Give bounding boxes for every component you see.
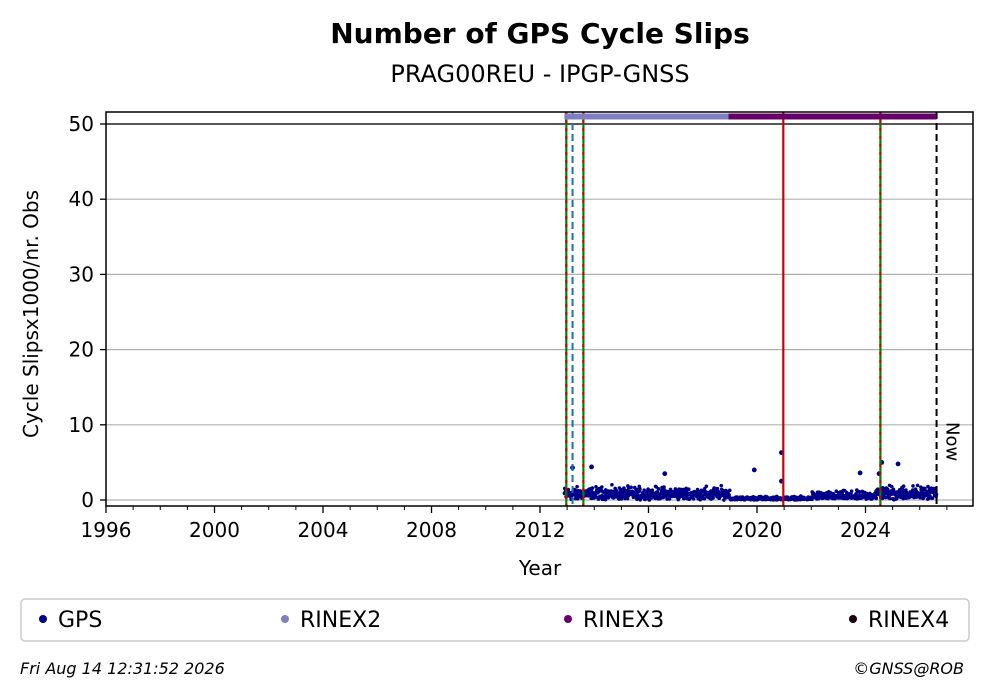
gps-point xyxy=(930,496,935,500)
gps-point xyxy=(668,487,673,492)
x-tick-label-2000: 2000 xyxy=(189,518,240,542)
x-axis-ticks: 1996 2000 2004 2008 2012 2016 2020 2024 xyxy=(81,506,948,542)
event-lines xyxy=(565,112,938,506)
gps-outlier-point xyxy=(662,471,668,477)
gps-outlier-point xyxy=(895,461,901,467)
gps-point xyxy=(901,484,906,489)
x-tick-label-2012: 2012 xyxy=(515,518,566,542)
gps-point xyxy=(715,486,720,491)
gps-point xyxy=(655,490,660,494)
x-tick-label-2024: 2024 xyxy=(840,518,891,542)
gps-point xyxy=(575,484,579,489)
gps-point xyxy=(874,496,879,501)
gps-point xyxy=(883,495,888,500)
x-tick-label-2004: 2004 xyxy=(298,518,349,542)
gps-point xyxy=(704,484,709,489)
gps-point xyxy=(701,494,705,498)
plot-frame xyxy=(105,111,974,507)
gps-point xyxy=(727,488,732,493)
gps-point xyxy=(702,496,707,501)
gps-point xyxy=(849,489,854,493)
legend-label-rinex3: RINEX3 xyxy=(583,608,664,633)
legend: GPS RINEX2 RINEX3 RINEX4 xyxy=(20,598,970,642)
legend-label-rinex4: RINEX4 xyxy=(868,608,949,633)
gps-point xyxy=(656,487,661,491)
legend-box xyxy=(20,598,970,642)
legend-marker-gps xyxy=(39,615,47,623)
gps-outlier-point xyxy=(857,470,863,476)
footer-credit: ©GNSS@ROB xyxy=(853,659,964,678)
x-tick-label-2016: 2016 xyxy=(623,518,674,542)
gps-point xyxy=(610,482,614,487)
gps-point xyxy=(566,487,571,492)
y-tick-label-40: 40 xyxy=(69,187,94,211)
gps-point xyxy=(911,484,915,488)
x-tick-label-1996: 1996 xyxy=(81,518,132,542)
gps-point xyxy=(722,498,726,502)
gps-point xyxy=(594,485,598,489)
gps-point xyxy=(915,483,920,488)
gps-point xyxy=(934,492,939,497)
gps-point xyxy=(617,486,622,490)
gps-point xyxy=(923,487,927,492)
legend-marker-rinex3 xyxy=(564,615,572,623)
gps-point xyxy=(662,485,666,489)
gps-point xyxy=(619,497,624,501)
grid-lines xyxy=(106,123,973,501)
chart-subtitle: PRAG00REU - IPGP-GNSS xyxy=(390,60,689,88)
x-axis-label: Year xyxy=(518,556,562,580)
gps-point xyxy=(691,497,696,501)
gps-point xyxy=(667,497,672,501)
gps-point xyxy=(711,496,715,500)
gps-point xyxy=(600,485,604,489)
gps-point xyxy=(642,488,646,493)
gps-point xyxy=(926,484,930,489)
data-points xyxy=(562,450,939,502)
gps-point xyxy=(890,484,894,489)
y-tick-label-30: 30 xyxy=(69,262,94,286)
chart-title: Number of GPS Cycle Slips xyxy=(330,17,750,50)
gps-point xyxy=(888,496,893,501)
gps-point xyxy=(590,486,595,490)
y-tick-label-20: 20 xyxy=(69,338,94,362)
legend-marker-rinex2 xyxy=(281,615,289,623)
gps-point xyxy=(629,485,633,490)
legend-marker-rinex4 xyxy=(849,615,857,623)
gps-point xyxy=(650,488,655,492)
footer-timestamp: Fri Aug 14 12:31:52 2026 xyxy=(20,659,225,678)
legend-label-gps: GPS xyxy=(58,608,102,633)
x-tick-label-2008: 2008 xyxy=(406,518,457,542)
gps-point xyxy=(918,495,922,500)
y-tick-label-10: 10 xyxy=(69,413,94,437)
gps-outlier-point xyxy=(751,467,757,473)
y-axis-label: Cycle Slipsx1000/nr. Obs xyxy=(19,190,43,438)
gps-outlier-point xyxy=(589,464,594,470)
gps-point xyxy=(857,489,862,494)
now-label: Now xyxy=(942,422,963,461)
gps-point xyxy=(686,487,691,492)
y-tick-label-50: 50 xyxy=(69,112,94,136)
legend-label-rinex2: RINEX2 xyxy=(300,608,381,633)
y-axis-ticks: 0 10 20 30 40 50 xyxy=(69,112,106,512)
x-tick-label-2020: 2020 xyxy=(732,518,783,542)
gps-point xyxy=(719,483,724,488)
gps-point xyxy=(638,486,642,491)
gps-point xyxy=(727,493,731,497)
y-tick-label-0: 0 xyxy=(81,488,94,512)
